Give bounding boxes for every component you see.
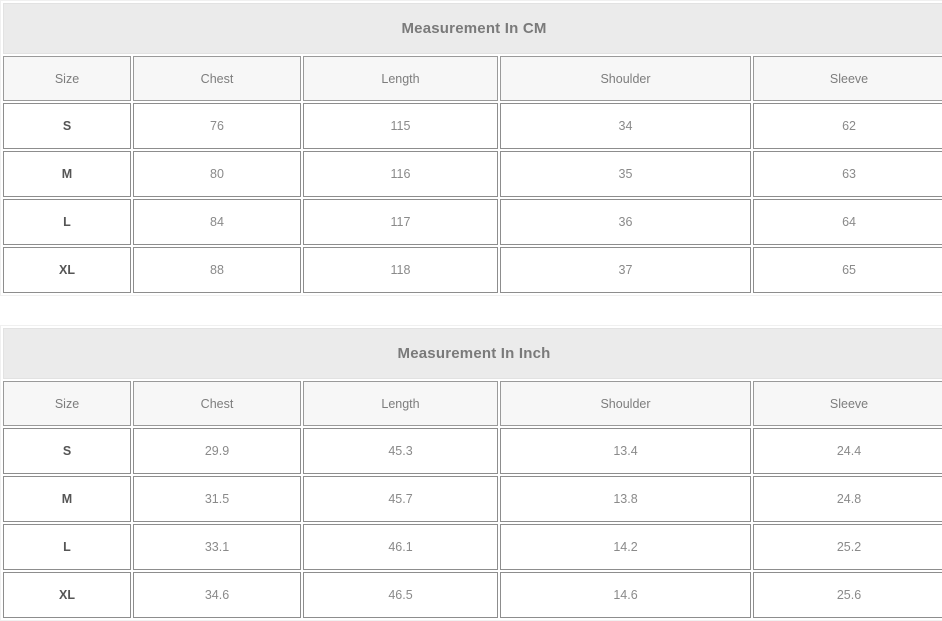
column-header-shoulder: Shoulder	[500, 381, 751, 426]
cell-chest: 80	[133, 151, 301, 197]
cell-shoulder: 14.2	[500, 524, 751, 570]
cell-chest: 33.1	[133, 524, 301, 570]
cell-size: XL	[3, 572, 131, 618]
cell-size: L	[3, 199, 131, 245]
cell-shoulder: 14.6	[500, 572, 751, 618]
cell-chest: 34.6	[133, 572, 301, 618]
column-header-sleeve: Sleeve	[753, 381, 942, 426]
cell-length: 46.1	[303, 524, 498, 570]
table-row: M 80 116 35 63	[3, 151, 942, 197]
cell-length: 115	[303, 103, 498, 149]
cell-length: 45.7	[303, 476, 498, 522]
cell-size: M	[3, 151, 131, 197]
cell-size: L	[3, 524, 131, 570]
cell-chest: 31.5	[133, 476, 301, 522]
table-row: M 31.5 45.7 13.8 24.8	[3, 476, 942, 522]
cell-length: 46.5	[303, 572, 498, 618]
table-title-row: Measurement In Inch	[3, 328, 942, 379]
cell-shoulder: 13.4	[500, 428, 751, 474]
cell-sleeve: 62	[753, 103, 942, 149]
cell-sleeve: 64	[753, 199, 942, 245]
table-row: XL 34.6 46.5 14.6 25.6	[3, 572, 942, 618]
column-header-sleeve: Sleeve	[753, 56, 942, 101]
size-table-cm: Measurement In CM Size Chest Length Shou…	[0, 0, 942, 296]
table-header-row: Size Chest Length Shoulder Sleeve	[3, 56, 942, 101]
table-header-row: Size Chest Length Shoulder Sleeve	[3, 381, 942, 426]
cell-chest: 76	[133, 103, 301, 149]
column-header-length: Length	[303, 56, 498, 101]
table-title: Measurement In CM	[3, 3, 942, 54]
cell-length: 118	[303, 247, 498, 293]
cell-shoulder: 36	[500, 199, 751, 245]
cell-sleeve: 25.2	[753, 524, 942, 570]
table-row: L 33.1 46.1 14.2 25.2	[3, 524, 942, 570]
cell-chest: 29.9	[133, 428, 301, 474]
table-row: XL 88 118 37 65	[3, 247, 942, 293]
size-table-inch: Measurement In Inch Size Chest Length Sh…	[0, 325, 942, 621]
cell-shoulder: 37	[500, 247, 751, 293]
cell-size: S	[3, 103, 131, 149]
column-header-chest: Chest	[133, 56, 301, 101]
column-header-shoulder: Shoulder	[500, 56, 751, 101]
cell-chest: 84	[133, 199, 301, 245]
cell-length: 45.3	[303, 428, 498, 474]
cell-size: S	[3, 428, 131, 474]
table-row: L 84 117 36 64	[3, 199, 942, 245]
cell-shoulder: 35	[500, 151, 751, 197]
table-row: S 76 115 34 62	[3, 103, 942, 149]
cell-sleeve: 25.6	[753, 572, 942, 618]
cell-sleeve: 63	[753, 151, 942, 197]
cell-size: XL	[3, 247, 131, 293]
column-header-chest: Chest	[133, 381, 301, 426]
cell-length: 116	[303, 151, 498, 197]
column-header-length: Length	[303, 381, 498, 426]
cell-shoulder: 13.8	[500, 476, 751, 522]
table-title: Measurement In Inch	[3, 328, 942, 379]
column-header-size: Size	[3, 381, 131, 426]
cell-sleeve: 24.8	[753, 476, 942, 522]
cell-shoulder: 34	[500, 103, 751, 149]
cell-sleeve: 24.4	[753, 428, 942, 474]
cell-size: M	[3, 476, 131, 522]
measurement-table: Measurement In CM Size Chest Length Shou…	[1, 1, 942, 295]
table-title-row: Measurement In CM	[3, 3, 942, 54]
cell-length: 117	[303, 199, 498, 245]
cell-chest: 88	[133, 247, 301, 293]
column-header-size: Size	[3, 56, 131, 101]
measurement-table: Measurement In Inch Size Chest Length Sh…	[1, 326, 942, 620]
table-row: S 29.9 45.3 13.4 24.4	[3, 428, 942, 474]
cell-sleeve: 65	[753, 247, 942, 293]
